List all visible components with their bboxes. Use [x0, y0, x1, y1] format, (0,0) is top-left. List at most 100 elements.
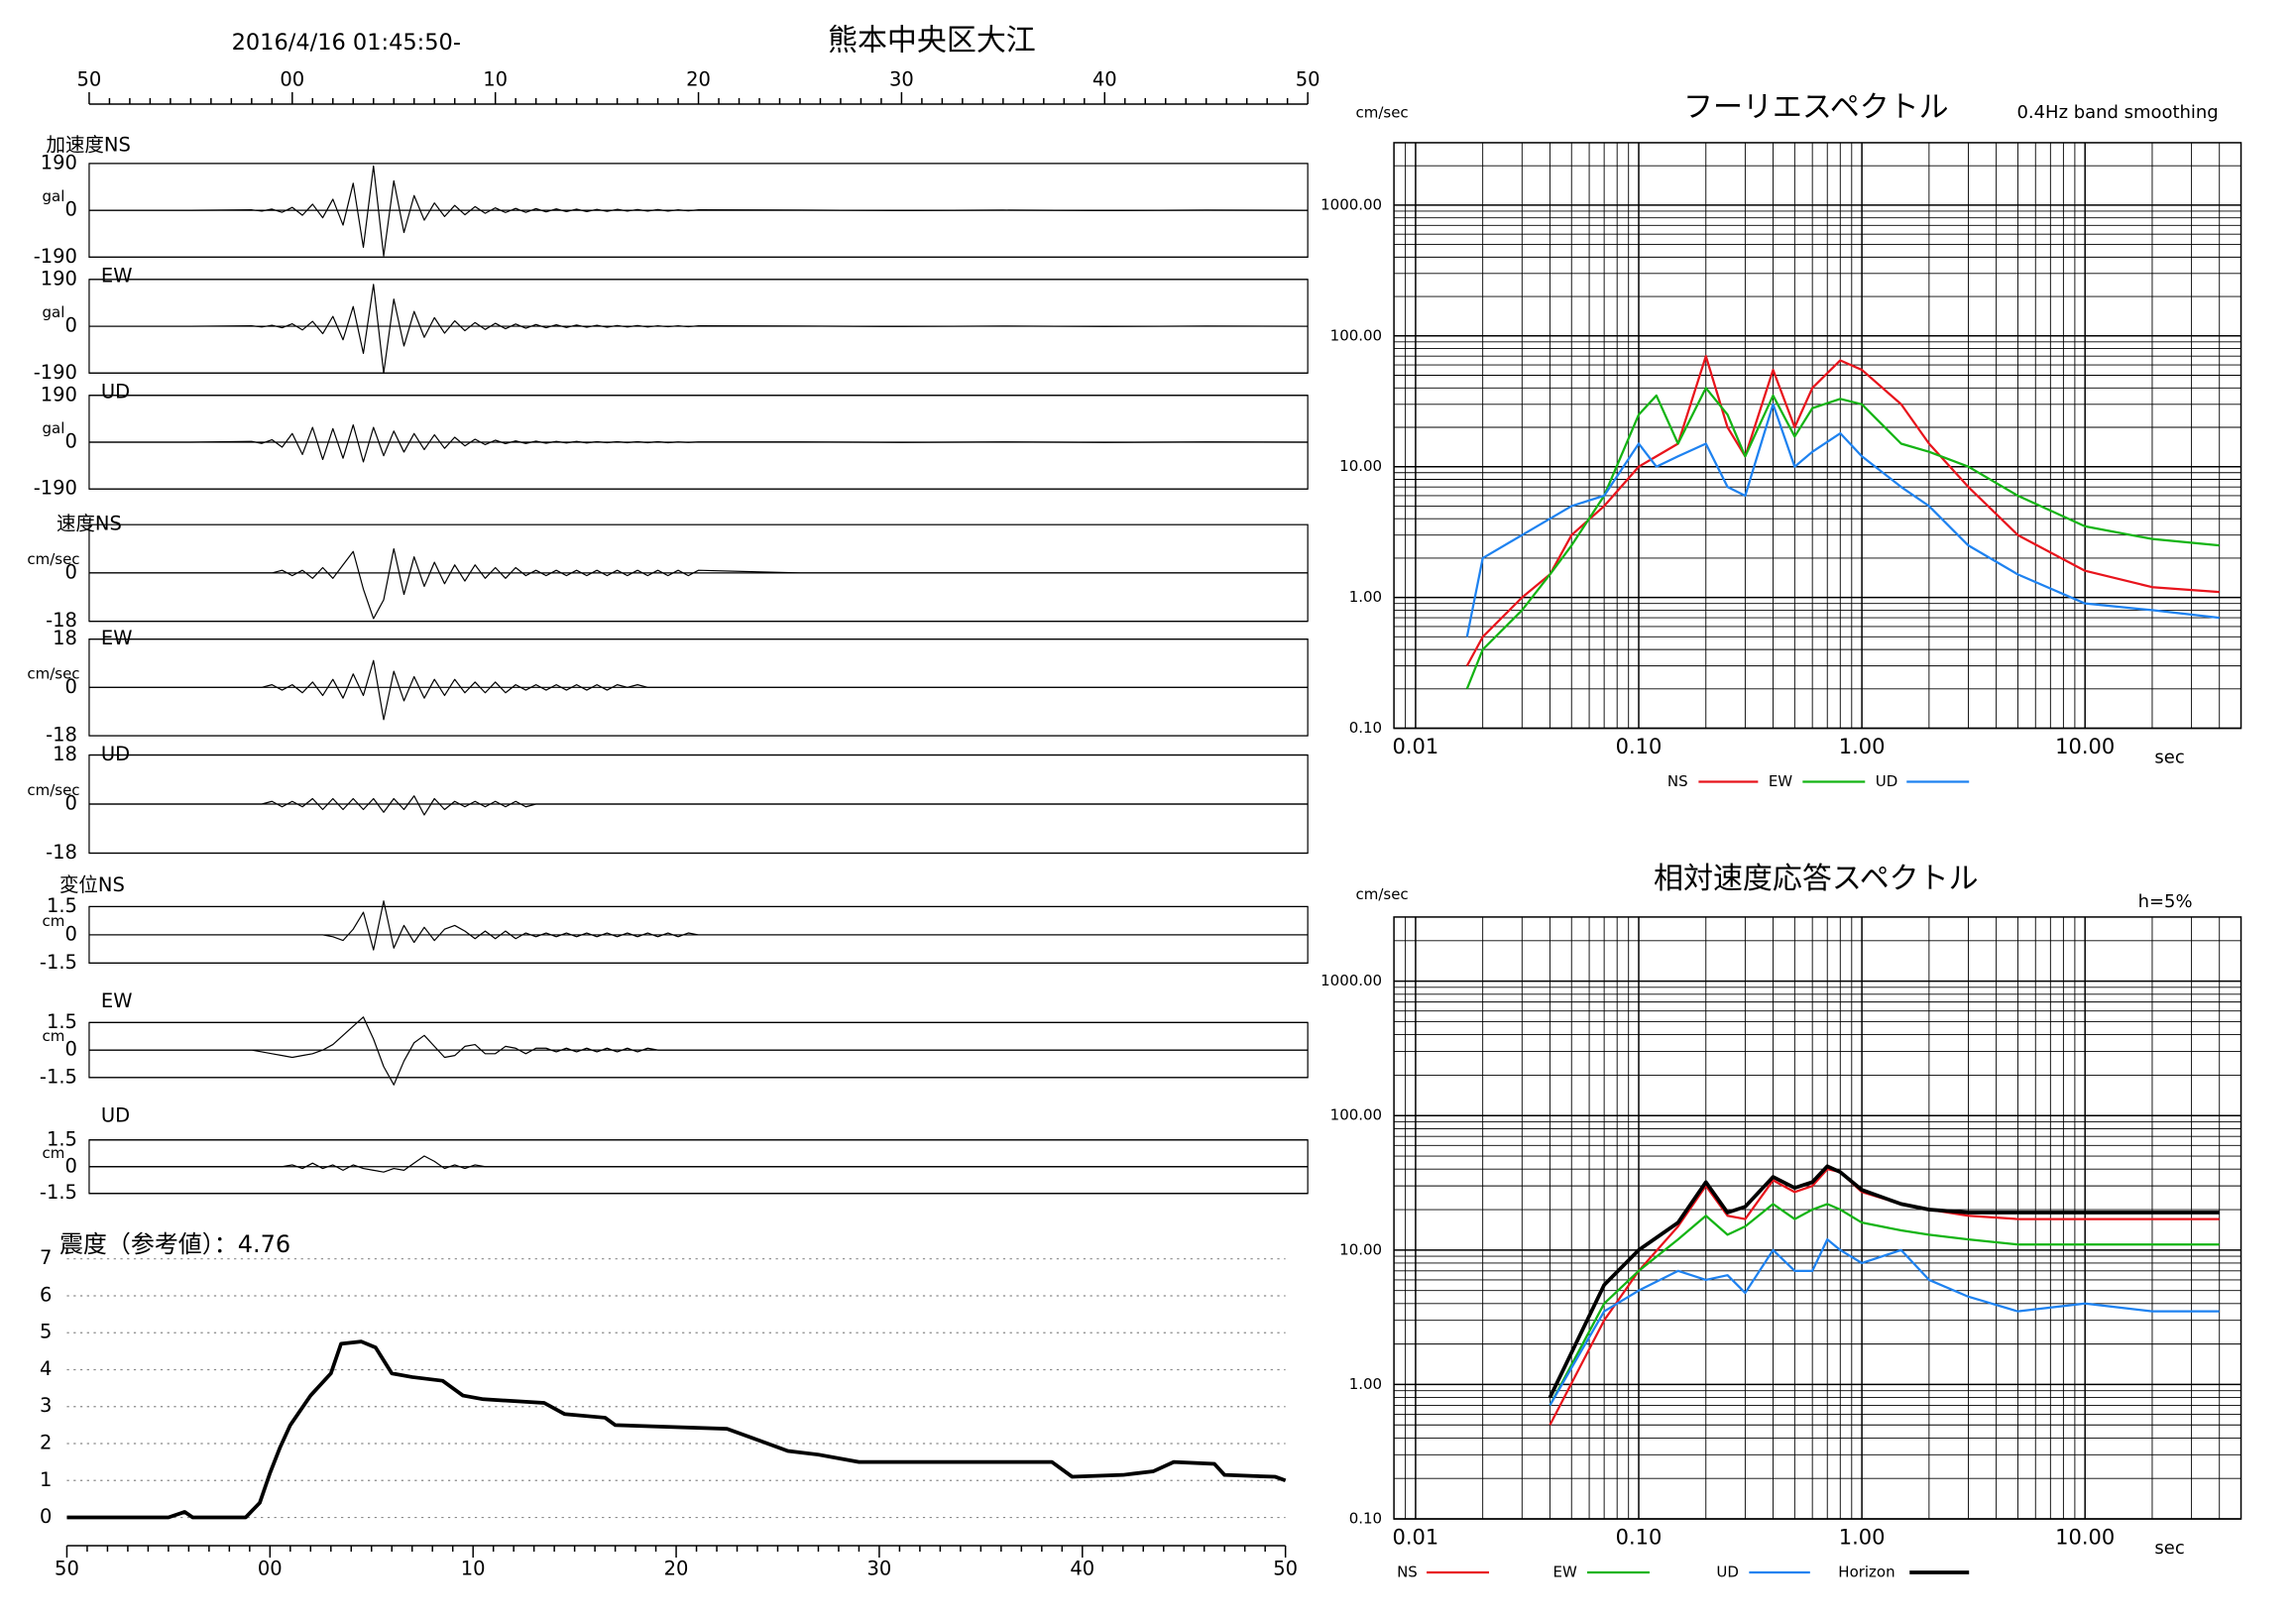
y-axis-label: cm/sec [1356, 885, 1409, 903]
x-tick-label: 40 [1092, 67, 1117, 90]
panel-label: EW [101, 989, 133, 1012]
spectrum-line [1549, 1203, 2220, 1406]
y-tick-label: -18 [46, 841, 77, 864]
y-tick-label: 0 [40, 1505, 52, 1528]
waveform [88, 423, 1309, 463]
x-tick-label: 10 [461, 1558, 486, 1580]
y-tick-label: 100.00 [1330, 1106, 1382, 1124]
waveform [88, 795, 1309, 816]
y-tick-label: 0 [65, 429, 77, 452]
x-tick-label: 0.10 [1616, 735, 1663, 758]
x-tick-label: 0.01 [1393, 1526, 1439, 1550]
chart-subtitle: h=5% [2138, 891, 2193, 912]
y-tick-label: 3 [40, 1394, 52, 1417]
panel-unit: gal [43, 419, 65, 437]
panel-label: 加速度NS [46, 133, 130, 156]
panel-label: UD [101, 1103, 130, 1126]
chart-title: 2016/4/16 01:45:50- [232, 30, 461, 56]
spectrum-line [1548, 1164, 2220, 1399]
y-tick-label: 5 [40, 1321, 52, 1343]
y-tick-label: 0 [65, 792, 77, 815]
y-tick-label: 190 [41, 151, 77, 174]
waveform [88, 284, 1309, 374]
x-tick-label: 1.00 [1839, 1526, 1886, 1550]
x-tick-label: 10.00 [2055, 735, 2115, 758]
intensity-line [66, 1339, 1287, 1520]
y-tick-label: 1.00 [1349, 1375, 1382, 1393]
chart-title: 震度（参考値）：4.76 [59, 1230, 290, 1258]
y-tick-label: -1.5 [40, 1065, 77, 1088]
y-tick-label: 0 [65, 1154, 77, 1177]
panel-label: UD [101, 743, 130, 765]
legend-label: UD [1716, 1564, 1739, 1581]
panel-unit: gal [43, 303, 65, 321]
x-tick-label: 50 [55, 1558, 79, 1580]
waveform [88, 659, 1309, 721]
panel-label: EW [101, 264, 133, 287]
legend-label: NS [1667, 772, 1688, 790]
y-tick-label: 1 [40, 1468, 52, 1491]
y-tick-label: 0.10 [1349, 719, 1382, 737]
waveform [88, 1155, 1309, 1173]
station-name: 熊本中央区大江 [828, 24, 1036, 58]
y-tick-label: 1.5 [47, 894, 77, 917]
panel-label: 速度NS [57, 513, 122, 535]
y-tick-label: -190 [34, 477, 77, 500]
legend-label: EW [1769, 772, 1792, 790]
x-tick-label: 20 [664, 1558, 689, 1580]
waveform [88, 1016, 1309, 1086]
y-tick-label: 1.5 [47, 1010, 77, 1033]
y-tick-label: 1.5 [47, 1127, 77, 1150]
y-tick-label: 7 [40, 1246, 52, 1269]
y-tick-label: -190 [34, 361, 77, 384]
y-tick-label: 0 [65, 675, 77, 698]
plot-frame [1393, 142, 2242, 730]
y-tick-label: 10.00 [1339, 457, 1382, 475]
waveform [88, 165, 1309, 257]
panel-unit: gal [43, 187, 65, 205]
legend-label: NS [1397, 1564, 1418, 1581]
y-tick-label: -1.5 [40, 951, 77, 974]
x-tick-label: 00 [280, 67, 304, 90]
y-tick-label: -1.5 [40, 1181, 77, 1204]
y-tick-label: 190 [41, 383, 77, 406]
plot-frame [1393, 916, 2242, 1520]
x-tick-label: 10 [483, 67, 508, 90]
y-tick-label: 0.10 [1349, 1510, 1382, 1528]
x-tick-label: 0.10 [1616, 1526, 1663, 1550]
x-tick-label: 10.00 [2055, 1526, 2115, 1550]
y-tick-label: 0 [65, 922, 77, 945]
spectrum-line [1549, 1237, 2220, 1406]
x-axis-label: sec [2154, 748, 2184, 768]
y-axis-label: cm/sec [1356, 103, 1409, 121]
y-tick-label: 1000.00 [1320, 972, 1382, 989]
y-tick-label: 0 [65, 314, 77, 337]
spectrum-line [1465, 355, 2220, 667]
y-tick-label: 0 [65, 198, 77, 221]
y-tick-label: 100.00 [1330, 326, 1382, 344]
x-tick-label: 1.00 [1839, 735, 1886, 758]
spectrum-line [1549, 1168, 2220, 1426]
panel-unit: cm [43, 1144, 65, 1162]
chart-title: 相対速度応答スペクトル [1654, 862, 1979, 896]
x-axis-label: sec [2154, 1538, 2184, 1559]
waveform [88, 900, 1309, 951]
panel-unit: cm [43, 1027, 65, 1045]
x-tick-label: 30 [867, 1558, 892, 1580]
panel-unit: cm/sec [27, 550, 79, 568]
y-tick-label: 6 [40, 1283, 52, 1306]
x-tick-label: 50 [1296, 67, 1320, 90]
y-tick-label: 18 [53, 743, 77, 765]
y-tick-label: -190 [34, 245, 77, 268]
x-tick-label: 50 [1273, 1558, 1298, 1580]
panel-unit: cm/sec [27, 781, 79, 799]
y-tick-label: 0 [65, 560, 77, 583]
panel-label: UD [101, 380, 130, 403]
y-tick-label: -18 [46, 609, 77, 632]
y-tick-label: 2 [40, 1432, 52, 1454]
y-tick-label: 1000.00 [1320, 195, 1382, 213]
panel-unit: cm/sec [27, 664, 79, 682]
y-tick-label: 0 [65, 1038, 77, 1061]
y-tick-label: 190 [41, 267, 77, 290]
